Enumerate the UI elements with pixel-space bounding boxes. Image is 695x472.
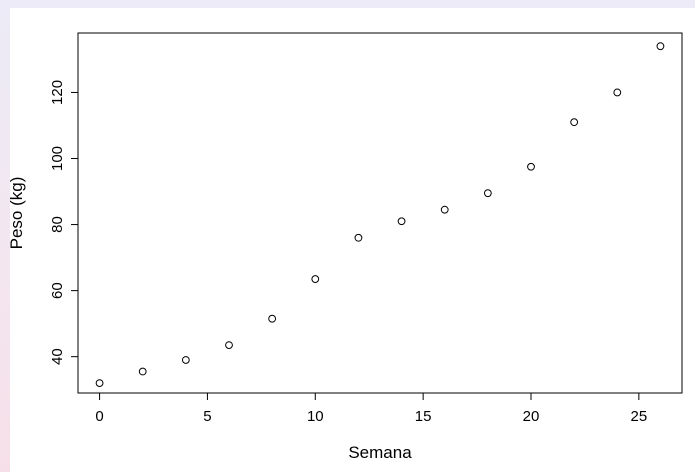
data-point (527, 162, 535, 171)
data-point (483, 189, 492, 198)
data-point (181, 356, 190, 364)
plot-background (10, 8, 695, 472)
x-axis: 0 5 10 15 20 25 (95, 392, 648, 425)
data-point (354, 233, 363, 242)
data-point (268, 314, 277, 323)
y-axis: 40 60 80 100 120 (49, 80, 79, 365)
data-point (225, 341, 233, 350)
data-point (95, 379, 104, 387)
data-point (397, 217, 406, 226)
data-point (613, 88, 622, 97)
data-point (138, 367, 147, 376)
y-tick-label: 120 (49, 80, 66, 105)
x-tick-label: 25 (631, 408, 648, 425)
x-tick-label: 15 (415, 408, 432, 425)
data-point (656, 42, 665, 51)
x-tick-label: 10 (307, 408, 324, 425)
y-tick-label: 80 (49, 216, 66, 233)
data-point (311, 275, 320, 283)
plot-frame (77, 32, 683, 394)
data-points (95, 42, 665, 387)
x-tick-label: 20 (523, 408, 540, 425)
x-tick-label: 0 (95, 408, 103, 425)
left-edge-strip (0, 8, 10, 472)
y-tick-label: 60 (49, 282, 66, 299)
y-axis-label: Peso (kg) (7, 177, 26, 250)
data-point (570, 118, 579, 127)
y-tick-label: 40 (49, 348, 66, 365)
y-tick-label: 100 (49, 146, 66, 171)
x-tick-label: 5 (203, 408, 211, 425)
data-point (440, 205, 449, 214)
x-axis-label: Semana (348, 443, 412, 462)
